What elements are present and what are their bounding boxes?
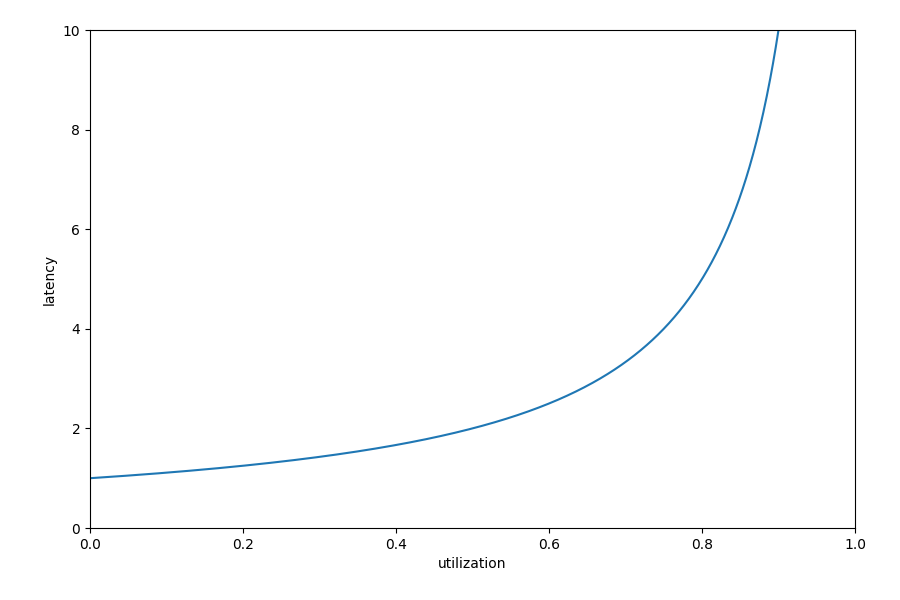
X-axis label: utilization: utilization: [438, 557, 507, 571]
Y-axis label: latency: latency: [43, 253, 57, 305]
